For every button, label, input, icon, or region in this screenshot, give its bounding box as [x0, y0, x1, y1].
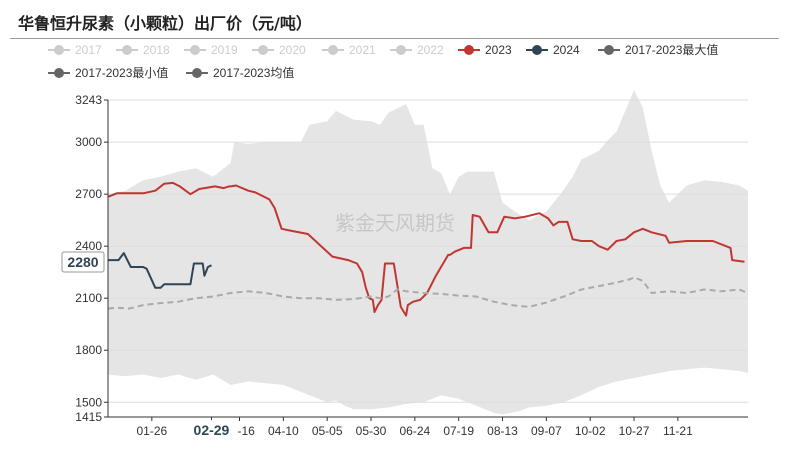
- chart-header: 华鲁恒升尿素（小颗粒）出厂价（元/吨）: [0, 0, 789, 40]
- y-tick-label: 3000: [75, 135, 102, 149]
- title-divider: [10, 38, 779, 39]
- legend-item[interactable]: 2017-2023最大值: [598, 42, 718, 57]
- legend-label: 2017-2023最小值: [75, 65, 168, 80]
- legend-label: 2022: [417, 43, 444, 57]
- legend-marker: [604, 45, 614, 55]
- legend-marker: [396, 45, 406, 55]
- legend-label: 2021: [349, 43, 376, 57]
- legend-label: 2017-2023均值: [213, 65, 294, 80]
- legend-item[interactable]: 2020: [252, 43, 306, 57]
- x-tick-label: 10-02: [575, 424, 606, 438]
- legend-item[interactable]: 2017: [48, 43, 102, 57]
- legend-marker: [54, 68, 64, 78]
- legend-label: 2018: [143, 43, 170, 57]
- legend-item[interactable]: 2017-2023最小值: [48, 65, 168, 80]
- y-tick-label: 2700: [75, 187, 102, 201]
- legend-marker: [192, 68, 202, 78]
- series-lines: [107, 181, 749, 317]
- x-tick-label: 02-29: [194, 422, 230, 438]
- grid-lines: [108, 99, 748, 403]
- series-area-max-min: [108, 90, 748, 415]
- legend-marker: [328, 45, 338, 55]
- legend-marker: [190, 45, 200, 55]
- chart-title: 华鲁恒升尿素（小颗粒）出厂价（元/吨）: [18, 14, 312, 33]
- legend-marker: [122, 45, 132, 55]
- x-tick-label: 05-05: [312, 424, 343, 438]
- legend-label: 2019: [211, 43, 238, 57]
- y-tick-label: 1500: [75, 395, 102, 409]
- legend-marker: [54, 45, 64, 55]
- x-tick-label: 06-24: [399, 424, 430, 438]
- legend-item[interactable]: 2018: [116, 43, 170, 57]
- legend-item[interactable]: 2024: [526, 43, 580, 57]
- y-tick-label: 1415: [75, 410, 102, 424]
- legend-item[interactable]: 2023: [458, 43, 512, 57]
- series-line-2023: [107, 181, 745, 317]
- legend-label: 2017-2023最大值: [625, 42, 718, 57]
- x-tick-label: 08-13: [487, 424, 518, 438]
- current-value-label-group: 2280: [61, 251, 105, 273]
- legend: 2017 2018 2019 2020 2021 2022 2023 2024 2017-202…: [48, 42, 718, 80]
- y-tick-label: 1800: [75, 343, 102, 357]
- watermark: 紫金天风期货: [335, 211, 455, 235]
- x-tick-label: 04-10: [268, 424, 299, 438]
- legend-item[interactable]: 2022: [390, 43, 444, 57]
- x-tick-label: 01-26: [136, 424, 167, 438]
- x-tick-label: 07-19: [443, 424, 474, 438]
- x-tick-highlight-bg: [185, 420, 238, 442]
- legend-item[interactable]: 2017-2023均值: [186, 65, 294, 80]
- x-tick-label: 09-07: [531, 424, 562, 438]
- legend-item[interactable]: 2019: [184, 43, 238, 57]
- series-line-2024: [108, 252, 212, 289]
- legend-marker: [464, 45, 474, 55]
- legend-marker: [258, 45, 268, 55]
- legend-label: 2023: [485, 43, 512, 57]
- current-value-label-box: [61, 251, 105, 273]
- y-tick-label: 2100: [75, 291, 102, 305]
- current-value-label: 2280: [67, 254, 98, 270]
- x-tick-label: 11-21: [663, 424, 693, 438]
- legend-item[interactable]: 2021: [322, 43, 376, 57]
- legend-label: 2017: [75, 43, 102, 57]
- legend-marker: [532, 45, 542, 55]
- y-tick-label: 2400: [75, 239, 102, 253]
- legend-label: 2024: [553, 43, 580, 57]
- x-tick-label: 10-27: [619, 424, 650, 438]
- y-tick-label: 3243: [75, 93, 102, 107]
- min-max-band: [108, 90, 748, 415]
- series-line-2017-2023均值: [107, 276, 749, 310]
- legend-label: 2020: [279, 43, 306, 57]
- x-tick-label: 05-30: [356, 424, 387, 438]
